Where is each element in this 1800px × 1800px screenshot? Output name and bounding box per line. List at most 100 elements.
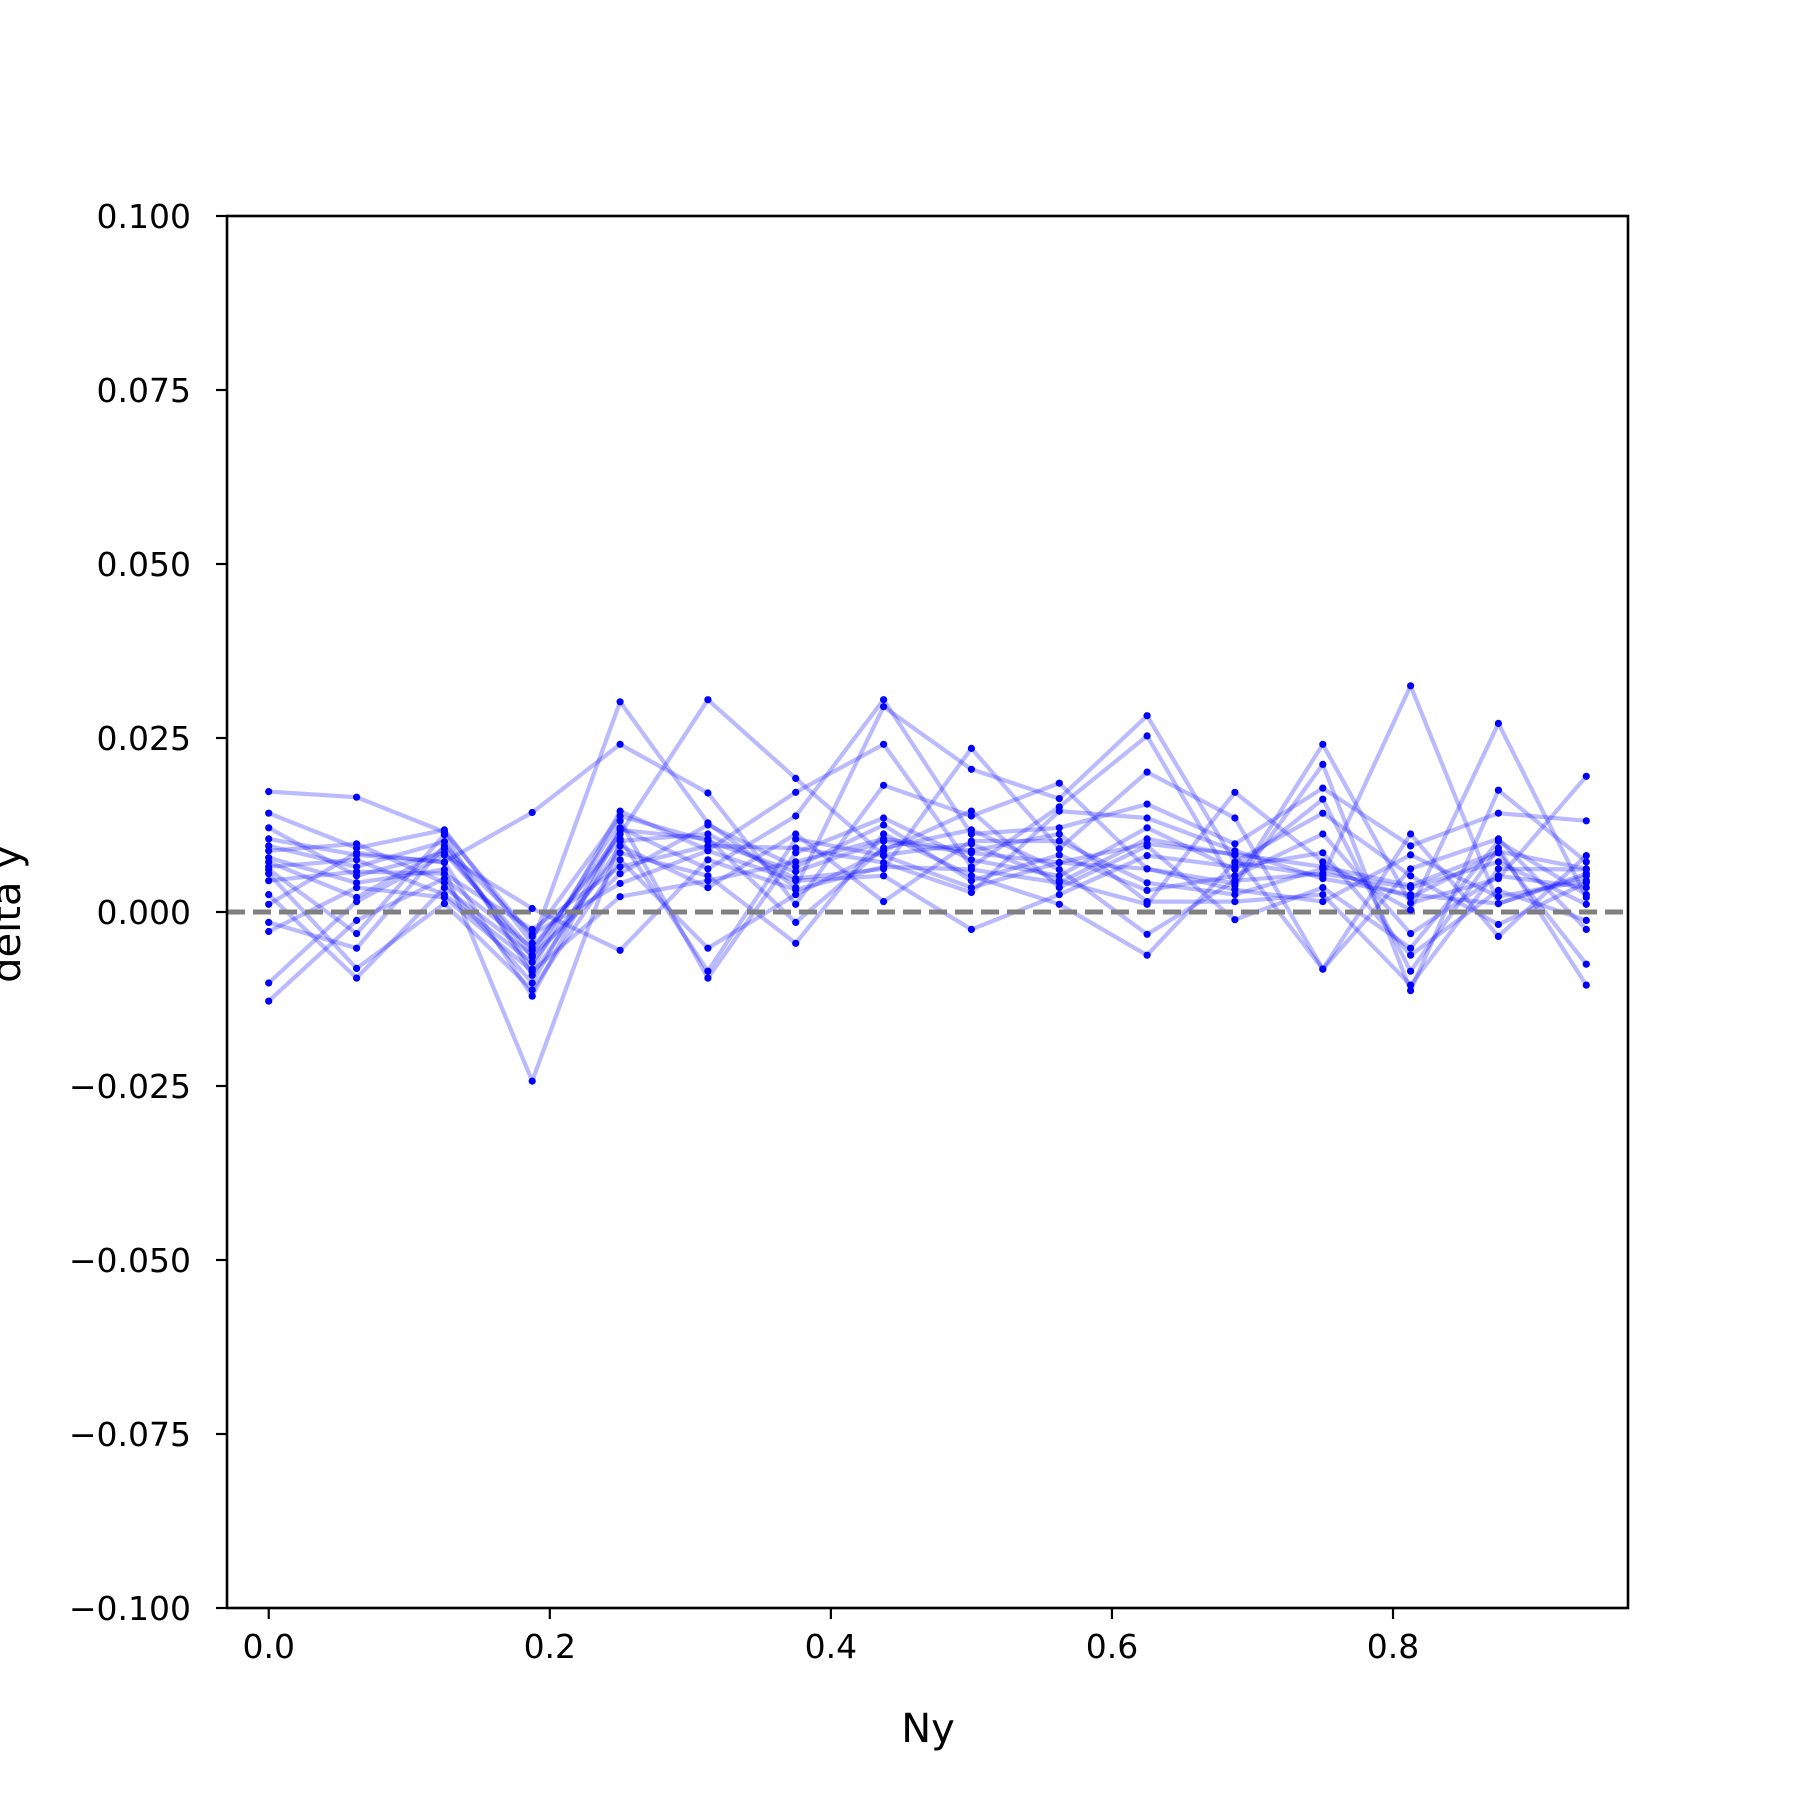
data-point (1494, 786, 1502, 794)
data-point (1407, 930, 1415, 938)
data-point (1319, 784, 1327, 792)
data-point (1407, 906, 1415, 914)
series-line-6 (268, 697, 1587, 986)
data-point (440, 893, 448, 902)
data-point (880, 835, 888, 843)
data-point (353, 898, 361, 906)
data-point (1407, 842, 1415, 850)
data-point (1055, 845, 1063, 853)
data-point (1231, 814, 1239, 822)
data-point (440, 842, 448, 850)
data-point (616, 826, 624, 834)
data-point (1494, 865, 1502, 873)
data-point (880, 844, 888, 852)
data-point (880, 863, 888, 871)
data-point (1055, 807, 1063, 815)
data-point (1143, 930, 1151, 938)
y-axis-label: delta y (0, 845, 30, 983)
data-point (1407, 682, 1415, 690)
data-point (616, 740, 624, 748)
data-point (265, 891, 273, 899)
data-point (1055, 795, 1063, 803)
data-point (1143, 814, 1151, 822)
data-point (1055, 891, 1063, 899)
data-point (528, 1077, 536, 1085)
data-point (1231, 863, 1239, 871)
data-point (704, 835, 712, 843)
data-point (1582, 960, 1590, 968)
data-point (1319, 858, 1327, 866)
x-tick-label: 0.2 (524, 1627, 576, 1666)
data-point (1143, 951, 1151, 959)
data-point (967, 925, 976, 934)
data-point (1407, 865, 1415, 873)
data-point (616, 835, 624, 843)
data-point (528, 930, 536, 938)
data-point (1319, 830, 1327, 838)
data-point (1494, 920, 1502, 929)
data-point (880, 703, 888, 711)
data-point (1231, 898, 1239, 906)
data-point (1055, 859, 1063, 867)
data-point (704, 847, 712, 855)
data-point (353, 868, 361, 876)
data-point (353, 856, 361, 864)
data-point (880, 814, 888, 822)
data-point (1231, 840, 1239, 848)
data-point (1143, 886, 1151, 895)
data-point (265, 877, 273, 885)
data-point (528, 808, 536, 817)
series-line-7 (268, 746, 1588, 1084)
data-point (528, 992, 536, 1000)
data-point (1407, 981, 1415, 989)
series-line-16 (267, 831, 1587, 988)
y-tick-label: −0.025 (69, 1067, 191, 1106)
series-line-8 (267, 797, 1589, 987)
data-point (1494, 719, 1502, 728)
data-point (1407, 830, 1415, 838)
data-point (1494, 886, 1502, 895)
data-point (704, 877, 712, 885)
data-point (967, 837, 976, 845)
data-point (792, 844, 800, 852)
data-point (1143, 898, 1151, 906)
y-tick-label: 0.075 (97, 371, 191, 410)
data-point (1143, 712, 1151, 720)
data-point (1319, 870, 1327, 878)
data-point (1319, 849, 1327, 857)
data-point (616, 856, 624, 864)
data-point (265, 918, 273, 927)
data-point (265, 870, 273, 878)
data-point (1407, 967, 1415, 975)
series-line-14 (267, 827, 1588, 999)
data-point (792, 788, 800, 796)
data-point (1582, 900, 1590, 908)
data-point (1407, 884, 1415, 892)
data-point (792, 918, 800, 927)
data-point (265, 900, 273, 908)
data-point (880, 898, 888, 906)
data-point (704, 974, 712, 982)
x-axis-label: Ny (901, 1706, 955, 1752)
data-point (1494, 849, 1502, 857)
data-point (1055, 824, 1063, 832)
data-point (1143, 852, 1151, 860)
data-point (1055, 837, 1063, 845)
data-point (704, 856, 712, 864)
data-point (880, 696, 888, 704)
data-point (967, 807, 976, 815)
data-point (265, 847, 273, 855)
data-point (1494, 900, 1502, 908)
data-point (880, 821, 888, 829)
data-point (1143, 865, 1151, 873)
data-point (353, 849, 361, 857)
data-point (1494, 932, 1502, 941)
series-line-15 (268, 843, 1587, 958)
data-point (1055, 865, 1063, 874)
series-line-2 (267, 683, 1587, 946)
data-point (1055, 830, 1063, 838)
y-tick-label: 0.025 (97, 719, 191, 758)
data-point (616, 817, 624, 825)
data-point (967, 744, 976, 753)
